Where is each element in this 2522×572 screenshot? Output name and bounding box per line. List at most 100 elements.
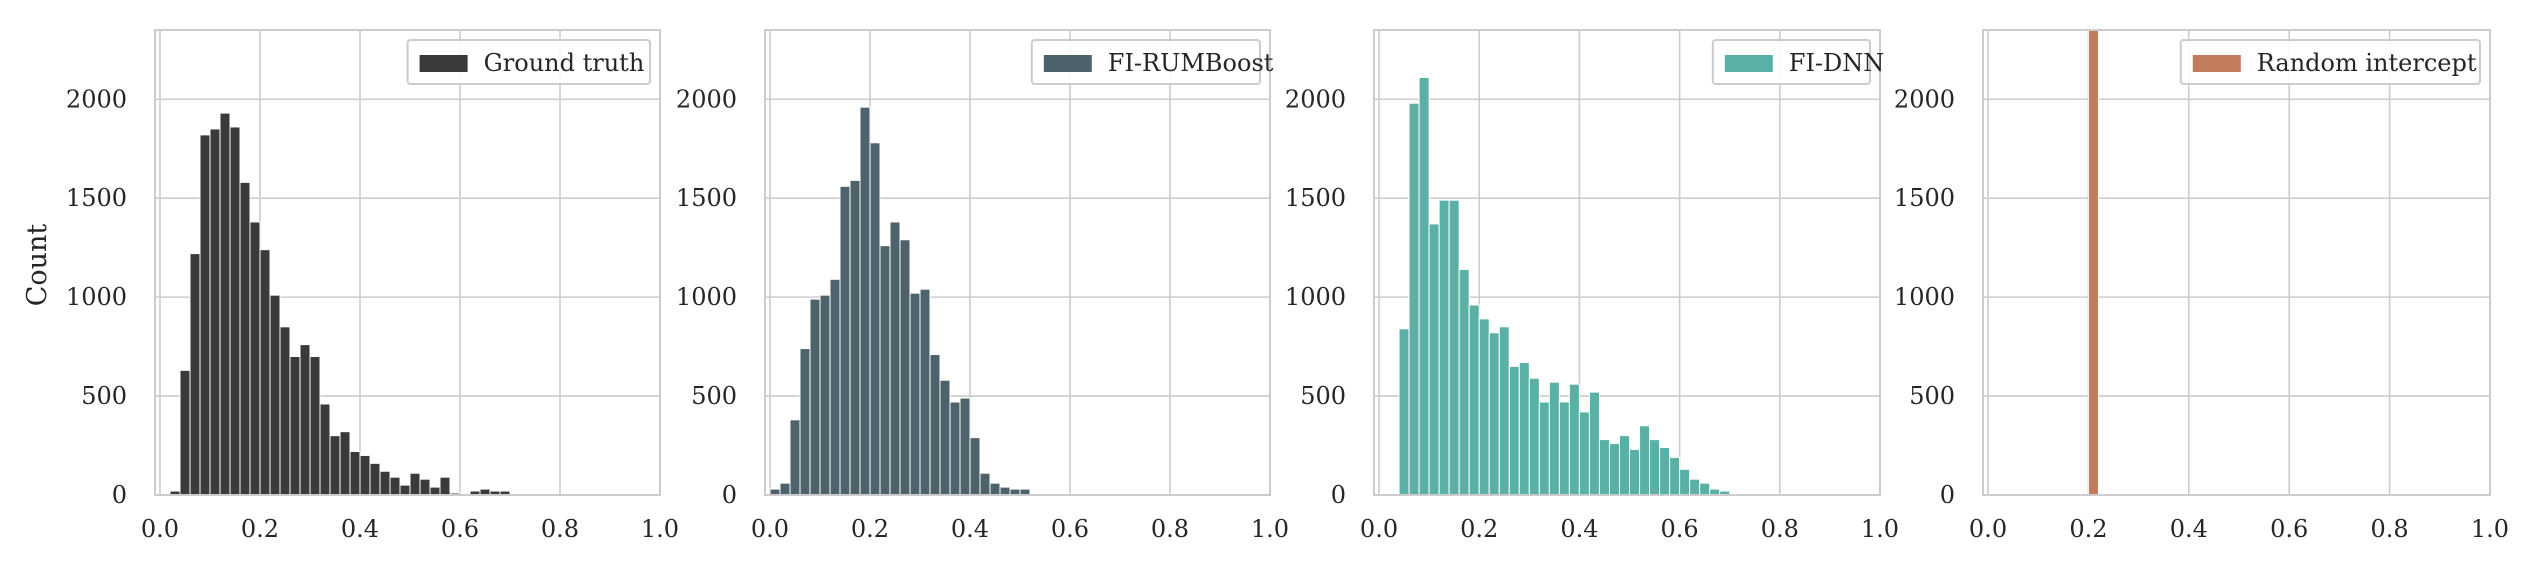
y-tick-label: 1000 (66, 283, 127, 311)
histogram-bar (299, 344, 311, 496)
axes-frame (1373, 29, 1881, 496)
histogram-bar (1578, 411, 1590, 496)
legend-swatch (2192, 55, 2241, 72)
histogram-bar (839, 185, 851, 496)
histogram-bar (189, 253, 201, 496)
histogram-bar (919, 288, 931, 496)
x-tick-label: 0.6 (2270, 515, 2308, 543)
x-tick-label: 0.0 (751, 515, 789, 543)
histogram-bar (1478, 318, 1490, 496)
y-tick-label: 0 (722, 481, 737, 509)
y-tick-label: 1500 (66, 184, 127, 212)
histogram-bar (819, 294, 831, 496)
histogram-bar (1498, 326, 1510, 496)
histogram-bar (1568, 383, 1580, 496)
histogram-bar (329, 435, 341, 496)
histogram-bar (179, 369, 191, 496)
histogram-bar (199, 134, 211, 496)
y-tick-label: 500 (1300, 382, 1346, 410)
legend-swatch (1724, 55, 1773, 72)
histogram-bar (979, 472, 991, 496)
y-tick-label: 500 (81, 382, 127, 410)
histogram-bar (379, 470, 391, 496)
y-tick-label: 1500 (1894, 184, 1955, 212)
histogram-bar (1689, 478, 1701, 496)
y-tick-label: 2000 (1894, 85, 1955, 113)
histogram-bar (349, 450, 361, 496)
legend: FI-RUMBoost (1030, 39, 1274, 85)
axes-frame (154, 29, 661, 496)
panels: 0.0 0.2 0.4 0.6 0.8 1.0 0 500 1000 1500 2000 Ground… (66, 29, 2509, 543)
histogram-bar (1629, 448, 1641, 496)
legend-box (406, 39, 651, 85)
histogram-bar (869, 142, 881, 496)
y-tick-label: 2000 (676, 85, 737, 113)
histogram-bar (319, 403, 331, 496)
histogram-bar (1438, 199, 1450, 496)
legend-box (2179, 39, 2482, 85)
y-tick-label: 0 (1331, 481, 1346, 509)
histogram-bar (1488, 332, 1500, 496)
histogram-bar (229, 126, 241, 496)
histogram-bar (889, 221, 901, 496)
histogram-bar (339, 431, 351, 496)
histogram-bar (989, 482, 1001, 496)
legend-label: Random intercept (2257, 49, 2477, 77)
x-tick-label: 0.2 (1460, 515, 1498, 543)
histogram-bar (799, 348, 811, 496)
x-tick-label: 0.4 (341, 515, 379, 543)
y-tick-label: 2000 (66, 85, 127, 113)
y-tick-label: 0 (1940, 481, 1955, 509)
histogram-bar (1398, 328, 1410, 496)
y-tick-label: 1500 (1285, 184, 1346, 212)
histogram-bar (899, 239, 911, 496)
legend: Random intercept (2179, 39, 2482, 85)
histogram-bar (1669, 456, 1681, 496)
axes-frame (764, 29, 1271, 496)
histogram-bar (1458, 268, 1470, 496)
y-tick-label: 2000 (1285, 85, 1346, 113)
chart-panel-3: 0.0 0.2 0.4 0.6 0.8 1.0 0 500 1000 1500 2000 FI-DNN (1285, 29, 1899, 543)
x-tick-label: 0.4 (1560, 515, 1598, 543)
x-tick-label: 0.0 (1969, 515, 2007, 543)
chart-panel-2: 0.0 0.2 0.4 0.6 0.8 1.0 0 500 1000 1500 2000 FI-RUM… (676, 29, 1289, 543)
histogram-bar (389, 476, 401, 496)
histogram-bar (399, 484, 411, 496)
legend-label: FI-RUMBoost (1108, 49, 1274, 77)
histogram-bar (429, 486, 441, 496)
histogram-bar (1408, 102, 1420, 496)
legend: Ground truth (406, 39, 651, 85)
x-tick-label: 0.2 (241, 515, 279, 543)
x-tick-label: 1.0 (1861, 515, 1899, 543)
histogram-bar (1428, 223, 1440, 496)
chart-panel-4: 0.0 0.2 0.4 0.6 0.8 1.0 0 500 1000 1500 2000 Random… (1894, 29, 2509, 543)
y-tick-label: 1000 (1894, 283, 1955, 311)
histogram-bar (1558, 401, 1570, 496)
histogram-bar (999, 486, 1011, 496)
x-tick-label: 0.4 (951, 515, 989, 543)
histogram-bar (239, 181, 251, 496)
histogram-bar (419, 478, 431, 496)
histogram-bar (1639, 425, 1651, 496)
legend-label: FI-DNN (1789, 49, 1884, 77)
histogram-bar (809, 298, 821, 496)
x-tick-label: 0.6 (441, 515, 479, 543)
x-tick-label: 0.2 (2069, 515, 2107, 543)
histogram-bar (969, 437, 981, 496)
x-tick-label: 1.0 (1251, 515, 1289, 543)
histogram-bar (359, 454, 371, 496)
histogram-bar (289, 355, 301, 496)
x-tick-label: 0.4 (2170, 515, 2208, 543)
histogram-bar (1699, 482, 1711, 496)
x-tick-label: 0.8 (1151, 515, 1189, 543)
histogram-bar (1468, 304, 1480, 496)
histogram-bar (909, 292, 921, 496)
y-tick-label: 1000 (1285, 283, 1346, 311)
y-tick-label: 1500 (676, 184, 737, 212)
legend-swatch (1043, 55, 1092, 72)
y-axis-label: Count (22, 224, 53, 307)
histogram-bar (1548, 381, 1560, 496)
x-tick-label: 0.6 (1051, 515, 1089, 543)
histogram-bar (1598, 439, 1610, 496)
histogram-bar (779, 482, 791, 496)
